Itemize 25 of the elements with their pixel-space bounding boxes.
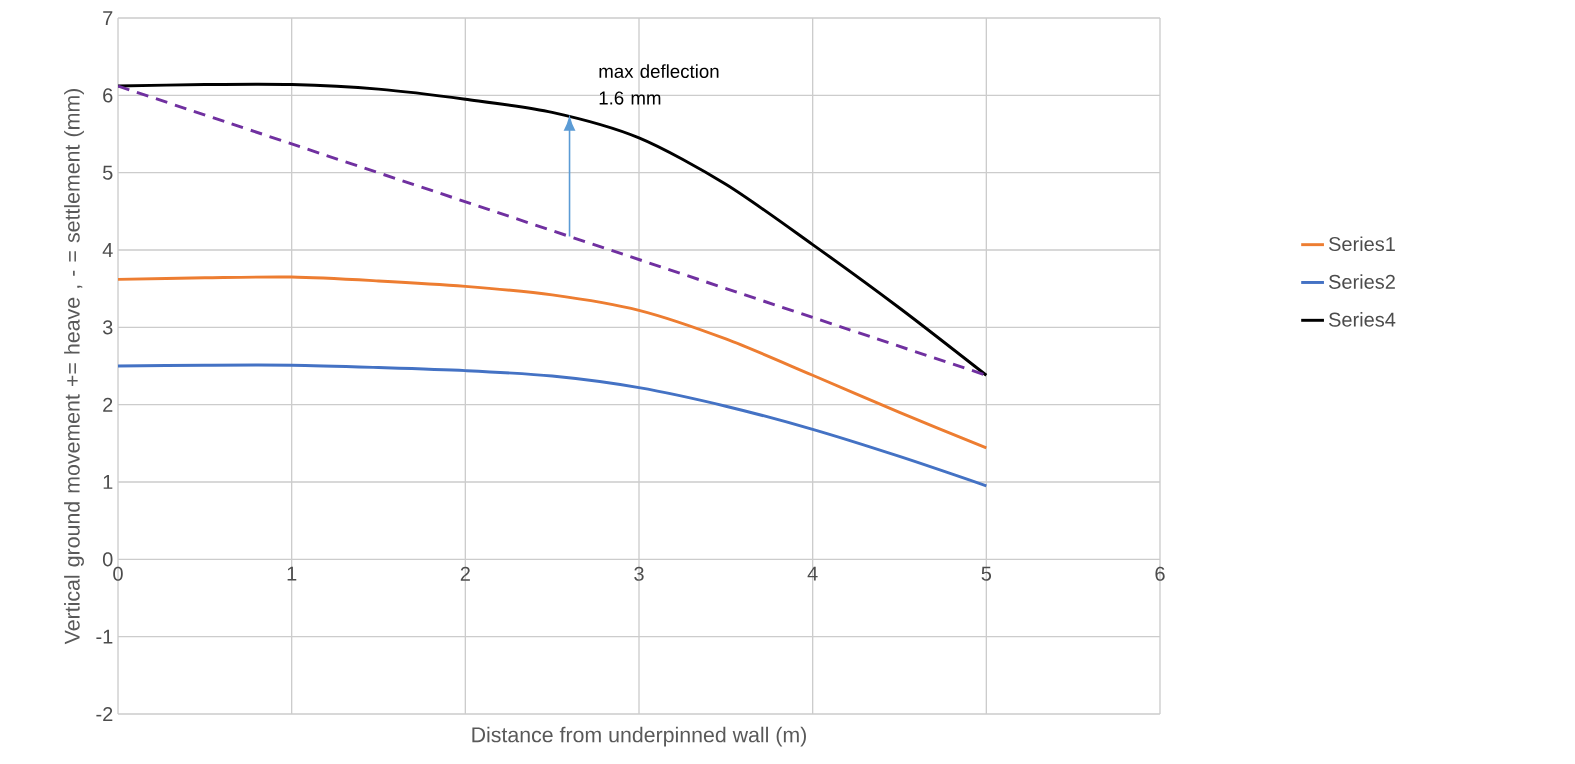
- x-tick-label: 0: [113, 566, 123, 581]
- y-tick-label: -2: [96, 707, 113, 721]
- annotation: max deflection 1.6 mm: [599, 64, 719, 105]
- y-tick-label: 7: [103, 11, 113, 25]
- x-tick-label: 6: [1155, 566, 1165, 581]
- x-axis-title: Distance from underpinned wall (m): [472, 726, 806, 747]
- x-tick-label: 5: [981, 566, 992, 581]
- line-series: [118, 363, 988, 488]
- y-tick-label: -1: [96, 629, 113, 644]
- y-tick-label: 2: [103, 397, 113, 412]
- legend-label: Series1: [1328, 236, 1395, 252]
- legend-label: Series2: [1328, 274, 1395, 289]
- y-axis-title: Vertical ground movement += heave , - = settlement (mm): [64, 89, 84, 645]
- x-tick-label: 2: [460, 566, 470, 581]
- y-tick-label: 4: [102, 243, 113, 257]
- y-tick-label: 6: [103, 88, 113, 103]
- y-tick-label: 1: [103, 475, 113, 489]
- y-tick-label: 0: [102, 552, 113, 567]
- y-tick-label: 3: [102, 320, 113, 335]
- legend-label: Series4: [1328, 312, 1396, 327]
- x-tick-label: 3: [634, 566, 644, 581]
- line-series: [118, 275, 988, 450]
- x-tick-label: 4: [807, 566, 818, 581]
- y-tick-label: 5: [102, 165, 113, 180]
- x-tick-label: 1: [287, 566, 297, 581]
